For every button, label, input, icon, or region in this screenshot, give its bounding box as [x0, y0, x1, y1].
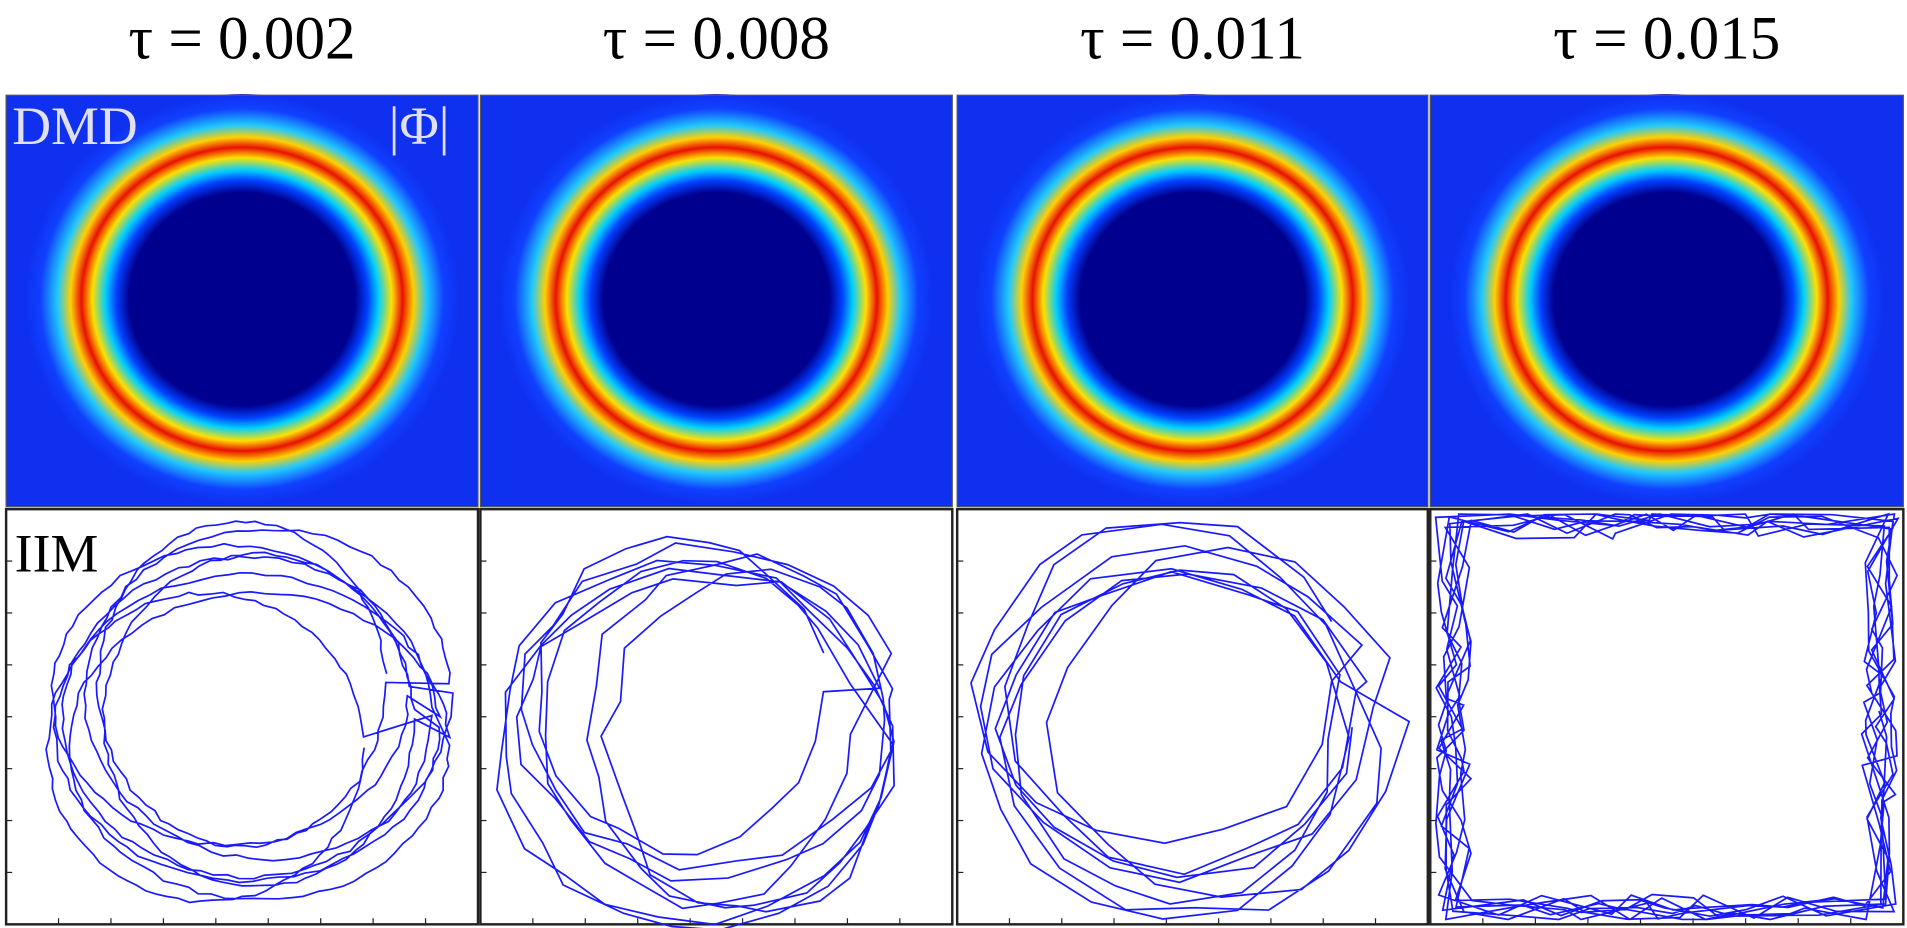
column-title: τ = 0.015 — [1553, 6, 1780, 73]
heatmap-border — [5, 94, 479, 508]
column-title: τ = 0.002 — [128, 6, 355, 73]
trajectory — [45, 520, 454, 904]
heatmap-border — [479, 94, 953, 508]
heatmap-border — [956, 94, 1429, 508]
heatmap-ring — [1449, 94, 1885, 505]
heatmap-ring — [24, 94, 460, 505]
trajectory-panel — [1429, 507, 1905, 926]
row-label: IIM — [15, 523, 99, 583]
quantity-label: |Φ| — [389, 96, 450, 156]
trajectory — [1434, 512, 1900, 921]
column-title: τ = 0.011 — [1080, 6, 1305, 73]
heatmap-border — [1429, 94, 1904, 508]
heatmap-ring — [499, 94, 934, 505]
trajectory — [496, 535, 895, 928]
heatmap-ring — [975, 94, 1409, 505]
row-label: DMD — [12, 96, 138, 156]
column-title: τ = 0.008 — [603, 6, 830, 73]
trajectory — [970, 521, 1411, 920]
